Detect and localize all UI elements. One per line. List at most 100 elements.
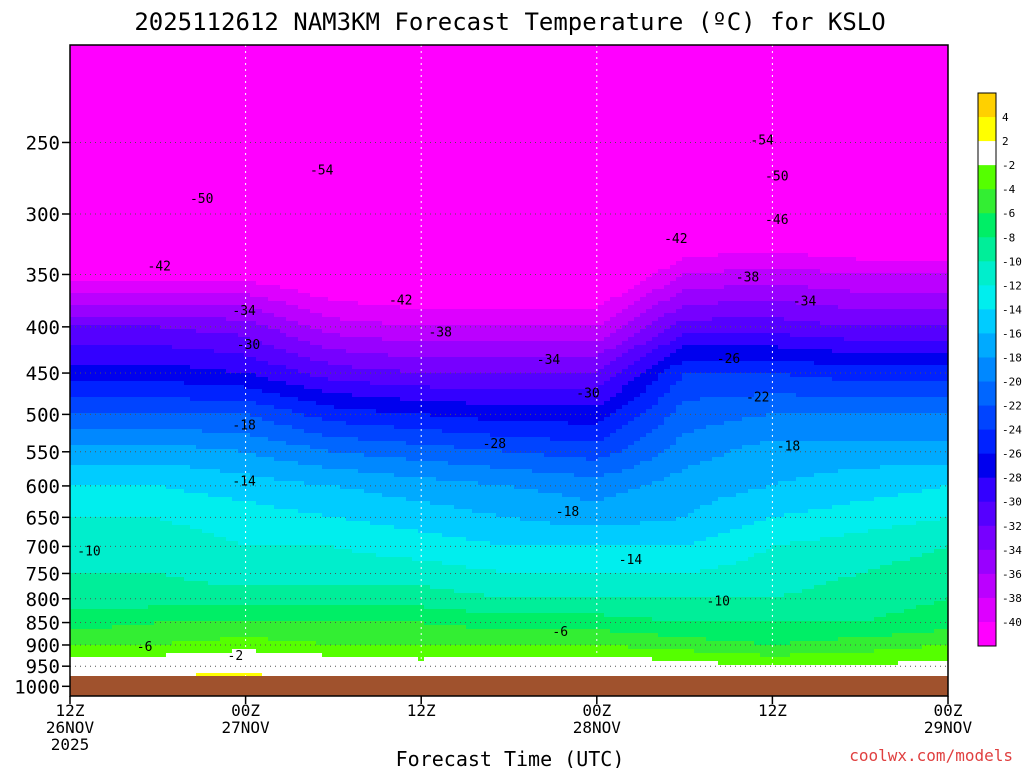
temperature-cell [142, 669, 149, 674]
temperature-cell [250, 421, 257, 426]
temperature-cell [148, 69, 155, 74]
temperature-cell [82, 513, 89, 518]
temperature-cell [244, 225, 251, 230]
temperature-cell [130, 381, 137, 386]
temperature-cell [142, 205, 149, 210]
temperature-cell [136, 129, 143, 134]
temperature-cell [178, 153, 185, 158]
temperature-cell [118, 601, 125, 606]
temperature-cell [76, 245, 83, 250]
temperature-cell [214, 161, 221, 166]
temperature-cell [112, 89, 119, 94]
temperature-cell [166, 73, 173, 78]
temperature-cell [196, 505, 203, 510]
temperature-cell [244, 209, 251, 214]
temperature-cell [154, 129, 161, 134]
temperature-cell [160, 413, 167, 418]
temperature-cell [208, 89, 215, 94]
temperature-cell [106, 301, 113, 306]
temperature-cell [70, 553, 77, 558]
temperature-cell [70, 349, 77, 354]
temperature-cell [250, 365, 257, 370]
temperature-cell [202, 373, 209, 378]
temperature-cell [76, 405, 83, 410]
temperature-cell [154, 381, 161, 386]
temperature-cell [244, 137, 251, 142]
temperature-cell [220, 249, 227, 254]
temperature-cell [214, 389, 221, 394]
temperature-cell [190, 105, 197, 110]
temperature-cell [148, 537, 155, 542]
temperature-cell [202, 113, 209, 118]
temperature-cell [178, 653, 185, 658]
temperature-cell [88, 205, 95, 210]
temperature-cell [238, 433, 245, 438]
temperature-cell [244, 249, 251, 254]
temperature-cell [118, 305, 125, 310]
temperature-cell [208, 385, 215, 390]
temperature-cell [118, 629, 125, 634]
temperature-cell [100, 593, 107, 598]
temperature-cell [238, 193, 245, 198]
temperature-cell [82, 449, 89, 454]
temperature-cell [136, 313, 143, 318]
temperature-cell [196, 309, 203, 314]
temperature-cell [130, 561, 137, 566]
temperature-cell [76, 201, 83, 206]
temperature-cell [76, 185, 83, 190]
temperature-cell [82, 365, 89, 370]
temperature-cell [232, 565, 239, 570]
temperature-cell [70, 85, 77, 90]
temperature-cell [178, 89, 185, 94]
temperature-cell [136, 529, 143, 534]
temperature-cell [196, 441, 203, 446]
temperature-cell [124, 345, 131, 350]
temperature-cell [70, 153, 77, 158]
temperature-cell [190, 445, 197, 450]
temperature-cell [160, 81, 167, 86]
temperature-cell [226, 429, 233, 434]
temperature-cell [160, 497, 167, 502]
temperature-cell [142, 133, 149, 138]
temperature-cell [250, 137, 257, 142]
temperature-cell [190, 241, 197, 246]
temperature-cell [202, 201, 209, 206]
temperature-cell [82, 217, 89, 222]
temperature-cell [166, 613, 173, 618]
temperature-cell [88, 669, 95, 674]
temperature-cell [148, 569, 155, 574]
temperature-cell [238, 589, 245, 594]
temperature-cell [196, 673, 203, 678]
temperature-cell [166, 49, 173, 54]
temperature-cell [76, 669, 83, 674]
temperature-cell [160, 317, 167, 322]
temperature-cell [112, 289, 119, 294]
temperature-cell [238, 645, 245, 650]
temperature-cell [166, 177, 173, 182]
temperature-cell [118, 561, 125, 566]
temperature-cell [94, 249, 101, 254]
temperature-cell [184, 397, 191, 402]
temperature-cell [82, 577, 89, 582]
temperature-cell [166, 137, 173, 142]
temperature-cell [202, 389, 209, 394]
temperature-cell [130, 373, 137, 378]
temperature-cell [178, 229, 185, 234]
temperature-cell [178, 257, 185, 262]
temperature-cell [100, 321, 107, 326]
temperature-cell [166, 221, 173, 226]
temperature-cell [148, 557, 155, 562]
temperature-cell [76, 401, 83, 406]
temperature-cell [136, 669, 143, 674]
temperature-cell [250, 153, 257, 158]
temperature-cell [166, 241, 173, 246]
temperature-cell [130, 637, 137, 642]
temperature-cell [220, 237, 227, 242]
temperature-cell [166, 609, 173, 614]
temperature-cell [250, 149, 257, 154]
temperature-cell [142, 657, 149, 662]
temperature-cell [178, 149, 185, 154]
temperature-cell [142, 485, 149, 490]
temperature-cell [232, 541, 239, 546]
temperature-cell [220, 657, 227, 662]
